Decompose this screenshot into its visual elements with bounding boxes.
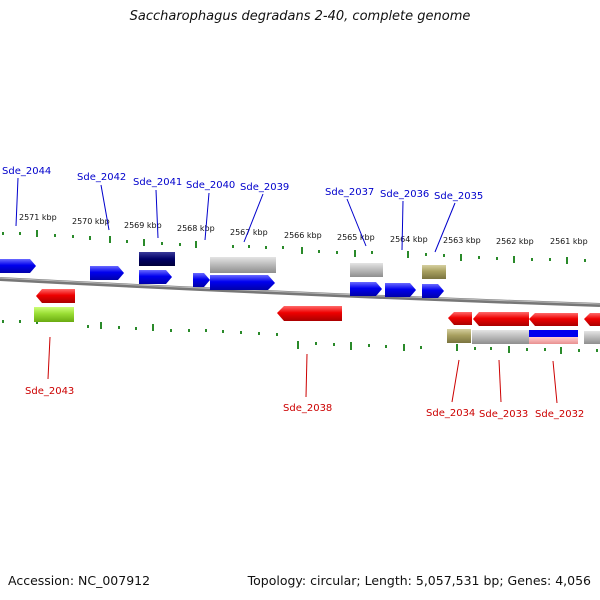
gene-box-sde-2035[interactable] — [422, 265, 446, 279]
genome-info-text: Topology: circular; Length: 5,057,531 bp… — [247, 573, 591, 588]
gene-arrow-sde-2034[interactable] — [448, 312, 472, 325]
gene-box-sde-2037[interactable] — [350, 263, 383, 277]
gene-label-sde-2042[interactable]: Sde_2042 — [77, 172, 126, 183]
forward-gene-labels: Sde_2044 Sde_2042 Sde_2041 Sde_2040 Sde_… — [2, 166, 483, 202]
gene-label-sde-2034[interactable]: Sde_2034 — [426, 408, 475, 419]
gene-arrow-sde-2032[interactable] — [529, 313, 578, 326]
tick-label: 2563 kbp — [443, 236, 481, 245]
reverse-gene-labels: Sde_2043 Sde_2038 Sde_2034 Sde_2033 Sde_… — [25, 386, 584, 420]
gene-label-sde-2043[interactable]: Sde_2043 — [25, 386, 74, 397]
gene-arrow-sde-2033[interactable] — [473, 312, 529, 326]
gene-label-sde-2032[interactable]: Sde_2032 — [535, 409, 584, 420]
tick-label: 2564 kbp — [390, 235, 428, 244]
gene-arrow-sde-2035[interactable] — [422, 284, 444, 298]
genome-backbone-highlight — [0, 277, 600, 305]
tick-label: 2565 kbp — [337, 233, 375, 242]
reverse-strand-genes — [34, 289, 600, 344]
tick-label: 2567 kbp — [230, 228, 268, 237]
gene-arrow-sde-2037[interactable] — [350, 282, 382, 296]
tick-label: 2568 kbp — [177, 224, 215, 233]
tick-label: 2562 kbp — [496, 237, 534, 246]
forward-leader-lines — [15, 177, 456, 253]
gene-label-sde-2041[interactable]: Sde_2041 — [133, 177, 182, 188]
gene-arrow-sde-2041[interactable] — [139, 270, 172, 284]
lower-tick-marks — [2, 320, 598, 354]
upper-tick-marks — [2, 230, 586, 264]
gene-arrow-next-reverse[interactable] — [584, 313, 600, 326]
genome-title: Saccharophagus degradans 2-40, complete … — [129, 9, 471, 24]
gene-box-sde-2043[interactable] — [34, 307, 74, 322]
forward-strand-genes — [0, 252, 446, 298]
gene-arrow-sde-2044[interactable] — [0, 259, 36, 273]
gene-label-sde-2033[interactable]: Sde_2033 — [479, 409, 528, 420]
gene-label-sde-2044[interactable]: Sde_2044 — [2, 166, 51, 177]
reverse-leader-lines — [47, 336, 558, 404]
gene-label-sde-2039[interactable]: Sde_2039 — [240, 182, 289, 193]
gene-arrow-sde-2043[interactable] — [36, 289, 75, 303]
gene-label-sde-2036[interactable]: Sde_2036 — [380, 189, 429, 200]
genome-backbone — [0, 277, 600, 307]
gene-label-sde-2040[interactable]: Sde_2040 — [186, 180, 235, 191]
gene-label-sde-2038[interactable]: Sde_2038 — [283, 403, 332, 414]
gene-label-sde-2037[interactable]: Sde_2037 — [325, 187, 374, 198]
gene-arrow-sde-2040[interactable] — [193, 273, 210, 287]
gene-box-sde-2033[interactable] — [472, 330, 529, 344]
tick-label: 2571 kbp — [19, 213, 57, 222]
gene-arrow-sde-2036[interactable] — [385, 283, 416, 297]
gene-box-sde-2032-blue[interactable] — [529, 330, 578, 337]
gene-box-sde-2041[interactable] — [139, 252, 175, 266]
gene-box-sde-2032-pink[interactable] — [529, 337, 578, 344]
gene-box-sde-2039[interactable] — [210, 257, 276, 273]
gene-box-sde-2034[interactable] — [447, 329, 471, 343]
tick-label: 2561 kbp — [550, 237, 588, 246]
tick-label: 2566 kbp — [284, 231, 322, 240]
accession-text: Accession: NC_007912 — [8, 573, 151, 588]
upper-scale-labels: 2571 kbp 2570 kbp 2569 kbp 2568 kbp 2567… — [19, 213, 588, 246]
tick-label: 2569 kbp — [124, 221, 162, 230]
gene-arrow-sde-2039[interactable] — [210, 275, 275, 290]
tick-label: 2570 kbp — [72, 217, 110, 226]
gene-label-sde-2035[interactable]: Sde_2035 — [434, 191, 483, 202]
gene-arrow-sde-2038[interactable] — [277, 306, 342, 321]
gene-box-next-reverse[interactable] — [584, 331, 600, 344]
gene-arrow-sde-2042[interactable] — [90, 266, 124, 280]
